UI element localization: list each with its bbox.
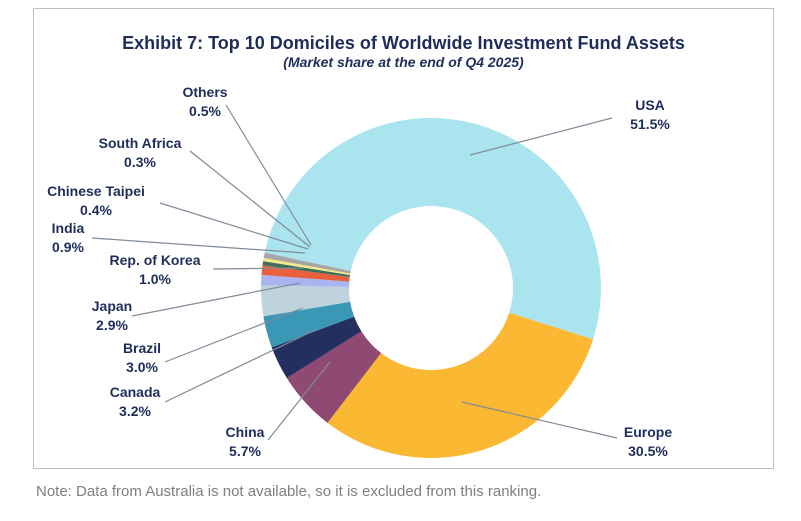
label-value: 2.9%	[96, 317, 128, 333]
label-value: 0.3%	[124, 154, 156, 170]
chart-subtitle: (Market share at the end of Q4 2025)	[283, 54, 524, 70]
label-value: 5.7%	[229, 443, 261, 459]
data-label: USA 51.5%	[630, 96, 670, 134]
data-label: India 0.9%	[52, 219, 85, 257]
data-label: Chinese Taipei 0.4%	[47, 182, 145, 220]
label-value: 3.0%	[126, 359, 158, 375]
label-value: 0.4%	[80, 202, 112, 218]
label-value: 0.5%	[189, 103, 221, 119]
slice-others	[263, 252, 351, 274]
label-category: Japan	[91, 298, 133, 314]
leader-line	[159, 202, 309, 250]
chart-frame	[33, 8, 774, 469]
chart-title: Exhibit 7: Top 10 Domiciles of Worldwide…	[122, 33, 685, 53]
data-label: Canada 3.2%	[110, 383, 161, 421]
data-label: Brazil 3.0%	[123, 339, 161, 377]
label-category: Chinese Taipei	[47, 183, 145, 199]
slice-chinese-taipei	[262, 261, 351, 278]
leader-line	[469, 117, 613, 156]
leader-line	[212, 267, 304, 270]
leader-line	[461, 401, 618, 439]
label-category: China	[225, 424, 265, 440]
leader-line	[225, 104, 312, 246]
label-category: South Africa	[98, 135, 182, 151]
slice-brazil	[263, 301, 355, 348]
slice-china	[286, 331, 382, 423]
slice-usa	[264, 118, 601, 340]
leader-line	[267, 361, 331, 441]
data-label: Others 0.5%	[182, 83, 227, 121]
slice-rep-of-korea	[261, 274, 350, 287]
label-category: Canada	[109, 384, 161, 400]
footnote: Note: Data from Australia is not availab…	[36, 483, 542, 500]
label-value: 0.9%	[52, 239, 84, 255]
leader-line	[164, 307, 304, 363]
label-category: Brazil	[122, 340, 162, 356]
slice-south-africa	[263, 257, 351, 276]
data-label: Europe 30.5%	[624, 423, 672, 461]
data-label: South Africa 0.3%	[99, 134, 182, 172]
label-value: 3.2%	[119, 403, 151, 419]
label-category: India	[51, 220, 85, 236]
label-category: Rep. of Korea	[109, 252, 201, 268]
label-category: Others	[182, 84, 228, 100]
data-label: Japan 2.9%	[92, 297, 132, 335]
label-value: 1.0%	[139, 271, 171, 287]
slice-europe	[327, 312, 594, 459]
label-category: Europe	[623, 424, 673, 440]
slice-canada	[271, 316, 362, 378]
data-label: China 5.7%	[226, 423, 265, 461]
slice-india	[261, 265, 350, 282]
data-label: Rep. of Korea 1.0%	[109, 251, 200, 289]
leader-line	[91, 237, 306, 254]
leader-line	[131, 282, 301, 317]
label-value: 30.5%	[628, 443, 668, 459]
slice-japan	[261, 285, 351, 317]
label-category: USA	[635, 97, 665, 113]
label-value: 51.5%	[630, 116, 670, 132]
leader-line	[164, 329, 316, 403]
leader-line	[189, 150, 311, 248]
